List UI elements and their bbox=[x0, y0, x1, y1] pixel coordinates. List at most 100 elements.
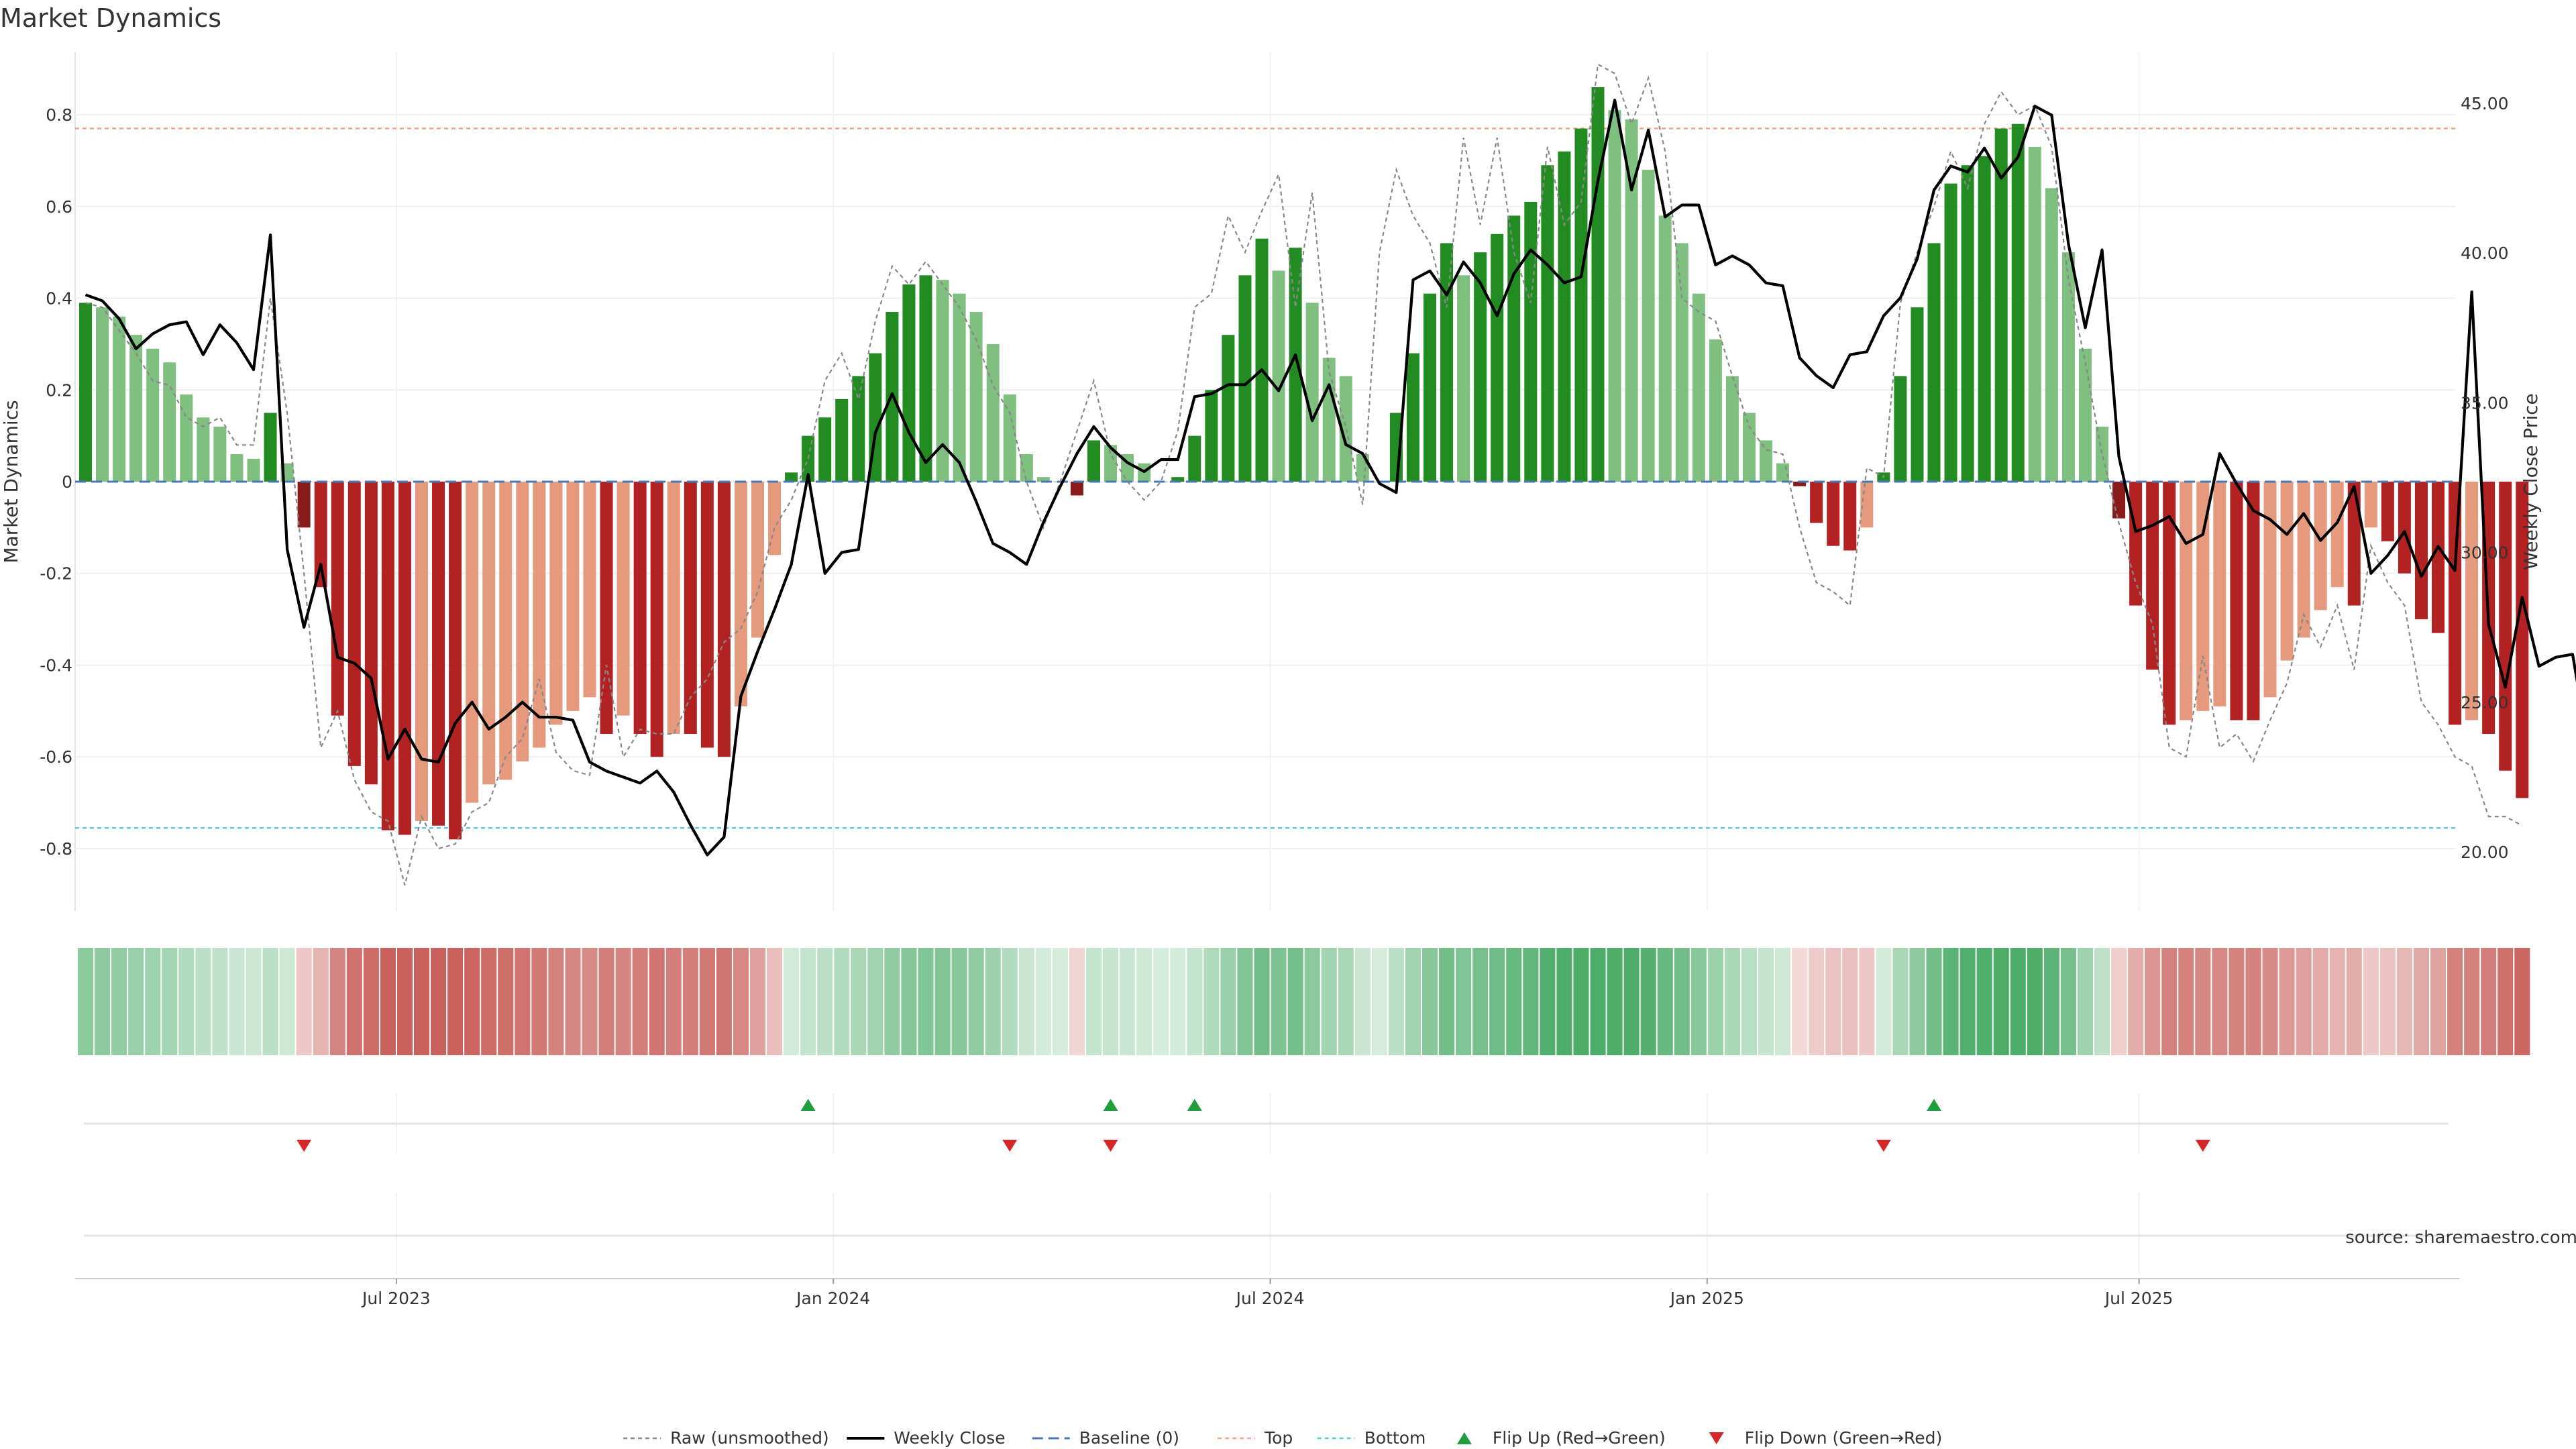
y-tick-label: -0.8 bbox=[40, 839, 72, 859]
y2-tick-label: 20.00 bbox=[2461, 843, 2509, 862]
heat-cell bbox=[750, 948, 766, 1055]
md-bar bbox=[1474, 252, 1487, 482]
heat-cell bbox=[2212, 948, 2228, 1055]
x-tick-label: Jan 2024 bbox=[795, 1289, 870, 1308]
md-bar bbox=[549, 482, 563, 725]
md-bar bbox=[129, 335, 143, 482]
md-bar bbox=[1642, 170, 1655, 482]
md-bar bbox=[1927, 243, 1941, 482]
heat-cell bbox=[313, 948, 329, 1055]
heat-cell bbox=[2027, 948, 2043, 1055]
heat-cell bbox=[1943, 948, 1959, 1055]
md-bar bbox=[1742, 413, 1756, 482]
heat-cell bbox=[598, 948, 614, 1055]
heat-cell bbox=[2060, 948, 2076, 1055]
md-bar bbox=[1692, 293, 1705, 482]
heat-cell bbox=[2329, 948, 2345, 1055]
heat-cell bbox=[1220, 948, 1236, 1055]
md-bar bbox=[2330, 482, 2344, 588]
md-bar bbox=[1440, 243, 1454, 482]
heat-cell bbox=[2481, 948, 2497, 1055]
flip-down-marker bbox=[1103, 1140, 1118, 1152]
legend-item: Bottom bbox=[1317, 1428, 1426, 1448]
heat-cell bbox=[2379, 948, 2396, 1055]
heat-cell bbox=[834, 948, 850, 1055]
flip-down-marker bbox=[1002, 1140, 1018, 1152]
heat-cell bbox=[515, 948, 531, 1055]
heat-cell bbox=[2279, 948, 2295, 1055]
heat-cell bbox=[1237, 948, 1253, 1055]
heat-cell bbox=[1254, 948, 1270, 1055]
flip-panel-gridlines bbox=[395, 1093, 2140, 1275]
heat-cell bbox=[1103, 948, 1119, 1055]
heat-cell bbox=[1892, 948, 1909, 1055]
md-bar bbox=[919, 275, 932, 482]
md-bar bbox=[1978, 156, 1991, 482]
heat-cell bbox=[145, 948, 161, 1055]
heat-cell bbox=[279, 948, 295, 1055]
market-dynamics-bars bbox=[79, 87, 2529, 840]
heat-cell bbox=[1354, 948, 1371, 1055]
md-bar bbox=[717, 482, 731, 757]
heat-cell bbox=[1859, 948, 1875, 1055]
heat-cell bbox=[615, 948, 631, 1055]
legend-label: Flip Down (Green→Red) bbox=[1745, 1428, 1943, 1448]
heat-cell bbox=[784, 948, 800, 1055]
md-bar bbox=[2499, 482, 2512, 771]
legend-item: Raw (unsmoothed) bbox=[623, 1428, 829, 1448]
heat-cell bbox=[1607, 948, 1623, 1055]
md-bar bbox=[1289, 248, 1302, 482]
md-bar bbox=[1188, 435, 1201, 482]
md-bar bbox=[432, 482, 445, 826]
md-bar bbox=[1961, 165, 1974, 482]
heat-cell bbox=[2229, 948, 2245, 1055]
heat-cell bbox=[800, 948, 816, 1055]
heat-cell bbox=[1120, 948, 1136, 1055]
heat-cell bbox=[431, 948, 447, 1055]
heat-cell bbox=[1002, 948, 1018, 1055]
heat-cell bbox=[2430, 948, 2447, 1055]
heat-cell bbox=[1674, 948, 1690, 1055]
md-bar bbox=[247, 458, 260, 482]
heat-cell bbox=[1640, 948, 1656, 1055]
md-bar bbox=[331, 482, 344, 716]
md-bar bbox=[2146, 482, 2159, 670]
heat-cell bbox=[2464, 948, 2480, 1055]
md-bar bbox=[314, 482, 327, 588]
md-bar bbox=[1205, 390, 1218, 482]
heat-cell bbox=[1203, 948, 1220, 1055]
heat-cell bbox=[2396, 948, 2412, 1055]
md-bar bbox=[163, 362, 176, 482]
md-bar bbox=[1725, 376, 1739, 482]
flip-up-marker bbox=[1927, 1099, 1941, 1111]
md-bar bbox=[2163, 482, 2176, 725]
md-bar bbox=[2112, 482, 2126, 519]
heat-cell bbox=[1136, 948, 1152, 1055]
legend-item: Top bbox=[1218, 1428, 1293, 1448]
heat-cell bbox=[716, 948, 732, 1055]
md-bar bbox=[180, 394, 193, 482]
legend-item: Weekly Close bbox=[847, 1428, 1006, 1448]
md-bar bbox=[1675, 243, 1688, 482]
regime-heat-strip bbox=[78, 948, 2530, 1055]
heat-cell bbox=[464, 948, 480, 1055]
heat-cell bbox=[1371, 948, 1387, 1055]
heat-cell bbox=[128, 948, 144, 1055]
md-bar bbox=[482, 482, 496, 785]
md-bar bbox=[1994, 128, 2008, 482]
md-bar bbox=[1944, 183, 1957, 482]
md-bar bbox=[1339, 376, 1352, 482]
md-bar bbox=[818, 417, 832, 482]
y-tick-label: -0.4 bbox=[40, 655, 72, 675]
md-bar bbox=[381, 482, 394, 830]
heat-cell bbox=[1405, 948, 1421, 1055]
y2-tick-label: 40.00 bbox=[2461, 244, 2509, 263]
flip-up-marker bbox=[1187, 1099, 1202, 1111]
y2-tick-label: 30.00 bbox=[2461, 543, 2509, 563]
heat-cell bbox=[851, 948, 867, 1055]
md-bar bbox=[1322, 358, 1336, 482]
legend-label: Baseline (0) bbox=[1079, 1428, 1179, 1448]
md-bar bbox=[113, 316, 126, 482]
heat-cell bbox=[565, 948, 581, 1055]
md-bar bbox=[1507, 215, 1521, 482]
